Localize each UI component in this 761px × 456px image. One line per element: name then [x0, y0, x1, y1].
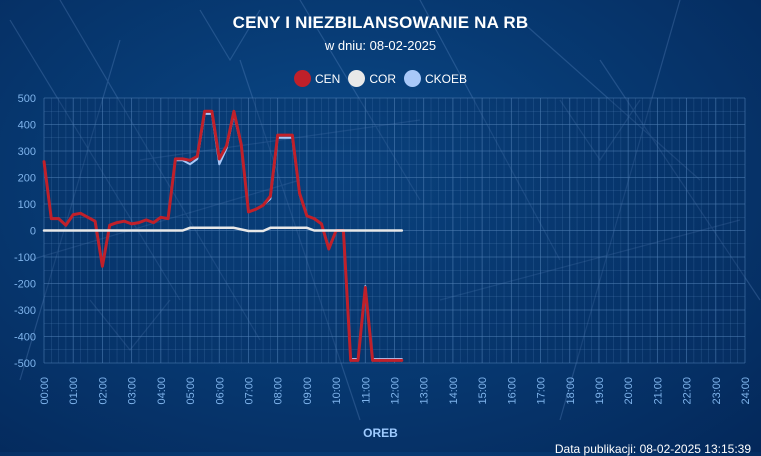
legend-swatch-cor: [348, 70, 366, 87]
x-tick-label: 11:00: [360, 377, 372, 404]
x-tick-label: 07:00: [243, 377, 255, 405]
y-tick-label: -500: [14, 358, 36, 370]
x-tick-label: 23:00: [711, 377, 723, 405]
y-tick-label: -200: [14, 279, 36, 291]
chart-legend: CEN COR CKOEB: [0, 70, 761, 87]
publication-date: Data publikacji: 08-02-2025 13:15:39: [554, 442, 751, 456]
series-line-cor: [42, 226, 404, 233]
x-tick-label: 20:00: [623, 377, 635, 405]
x-tick-label: 12:00: [390, 377, 402, 405]
legend-item-cen[interactable]: CEN: [293, 70, 341, 87]
x-tick-label: 06:00: [214, 377, 226, 405]
x-tick-label: 21:00: [652, 377, 664, 405]
x-tick-label: 08:00: [273, 377, 285, 405]
y-tick-label: -300: [14, 305, 36, 317]
x-tick-label: 22:00: [682, 377, 694, 405]
x-tick-label: 14:00: [448, 377, 460, 405]
x-tick-label: 09:00: [302, 377, 314, 405]
chart-subtitle: w dniu: 08-02-2025: [324, 38, 437, 53]
x-tick-label: 04:00: [156, 377, 168, 405]
x-axis-title: OREB: [363, 426, 398, 440]
x-tick-label: 01:00: [68, 377, 80, 405]
y-tick-label: 300: [18, 146, 36, 158]
x-tick-label: 10:00: [331, 377, 343, 405]
legend-swatch-cen: [293, 70, 311, 87]
y-tick-label: 200: [18, 173, 36, 185]
y-tick-label: -100: [14, 252, 36, 264]
x-tick-label: 05:00: [185, 377, 197, 405]
x-tick-label: 17:00: [536, 377, 548, 405]
y-tick-label: 0: [30, 226, 36, 238]
y-tick-label: -400: [14, 332, 36, 344]
y-tick-label: 500: [18, 93, 36, 105]
x-tick-label: 16:00: [506, 377, 518, 405]
chart-title: CENY I NIEZBILANSOWANIE NA RB: [232, 13, 529, 32]
x-tick-label: 02:00: [97, 377, 109, 405]
legend-label-cor: COR: [369, 71, 396, 86]
legend-item-ckoeb[interactable]: CKOEB: [404, 70, 467, 87]
x-tick-label: 13:00: [419, 377, 431, 405]
x-tick-label: 19:00: [594, 377, 606, 405]
x-tick-label: 00:00: [39, 377, 51, 405]
x-tick-label: 15:00: [477, 377, 489, 405]
legend-label-ckoeb: CKOEB: [425, 71, 468, 86]
legend-item-cor[interactable]: COR: [348, 70, 396, 87]
legend-label-cen: CEN: [314, 71, 341, 86]
x-tick-label: 24:00: [740, 377, 752, 405]
x-tick-label: 18:00: [565, 377, 577, 405]
x-tick-label: 03:00: [127, 377, 139, 405]
y-tick-label: 400: [18, 120, 36, 132]
legend-swatch-ckoeb: [404, 70, 421, 87]
y-tick-label: 100: [18, 199, 36, 211]
